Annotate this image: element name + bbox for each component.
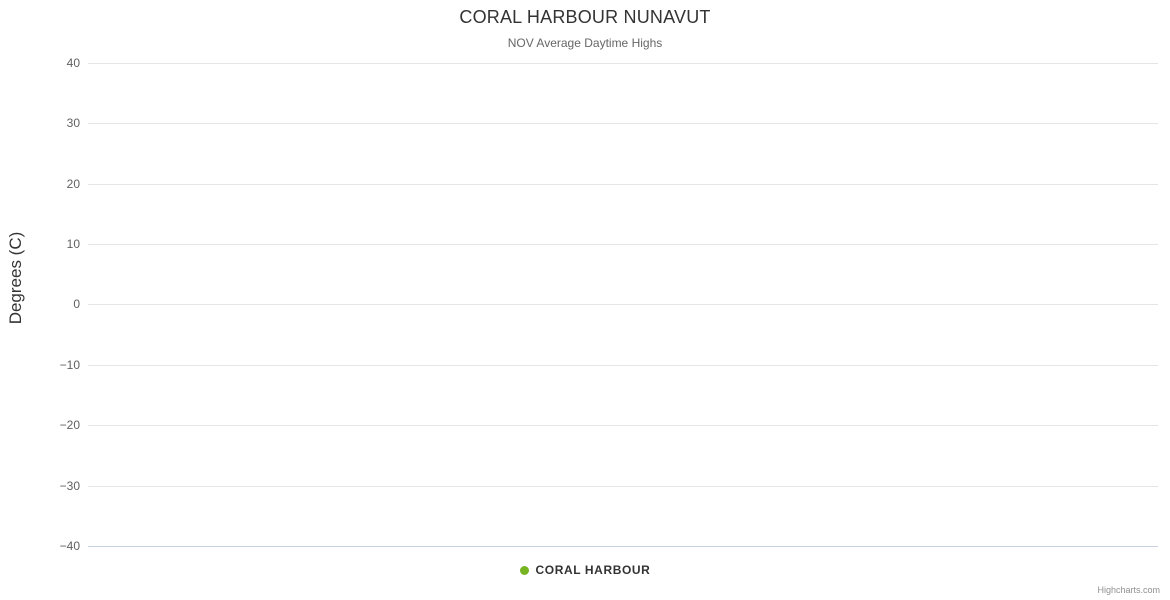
gridline-0 [88,304,1158,305]
highcharts-credits-link[interactable]: Highcharts.com [1097,585,1160,595]
chart-legend: CORAL HARBOUR [0,563,1170,577]
y-tick-label-neg30: −30 [59,479,80,493]
y-tick-label-neg40: −40 [59,539,80,553]
chart-title: CORAL HARBOUR NUNAVUT [459,7,711,27]
y-tick-label-neg10: −10 [59,358,80,372]
gridline-neg20 [88,425,1158,426]
y-tick-label-neg20: −20 [59,418,80,432]
y-tick-label-0: 0 [73,297,80,311]
gridline-neg30 [88,486,1158,487]
plot-area [88,63,1158,546]
y-tick-label-30: 30 [66,116,80,130]
gridline-neg10 [88,365,1158,366]
legend-item-coral-harbour[interactable]: CORAL HARBOUR [519,563,651,577]
y-tick-label-20: 20 [66,177,80,191]
gridline-20 [88,184,1158,185]
y-axis-title: Degrees (C) [6,231,25,325]
chart-subtitle: NOV Average Daytime Highs [507,36,663,50]
gridline-30 [88,123,1158,124]
legend-marker-icon [519,565,529,575]
legend-item-label: CORAL HARBOUR [535,563,651,577]
y-tick-label-40: 40 [66,56,80,70]
gridline-10 [88,244,1158,245]
gridline-40 [88,63,1158,64]
y-tick-label-10: 10 [66,237,80,251]
x-axis-line [88,546,1158,547]
